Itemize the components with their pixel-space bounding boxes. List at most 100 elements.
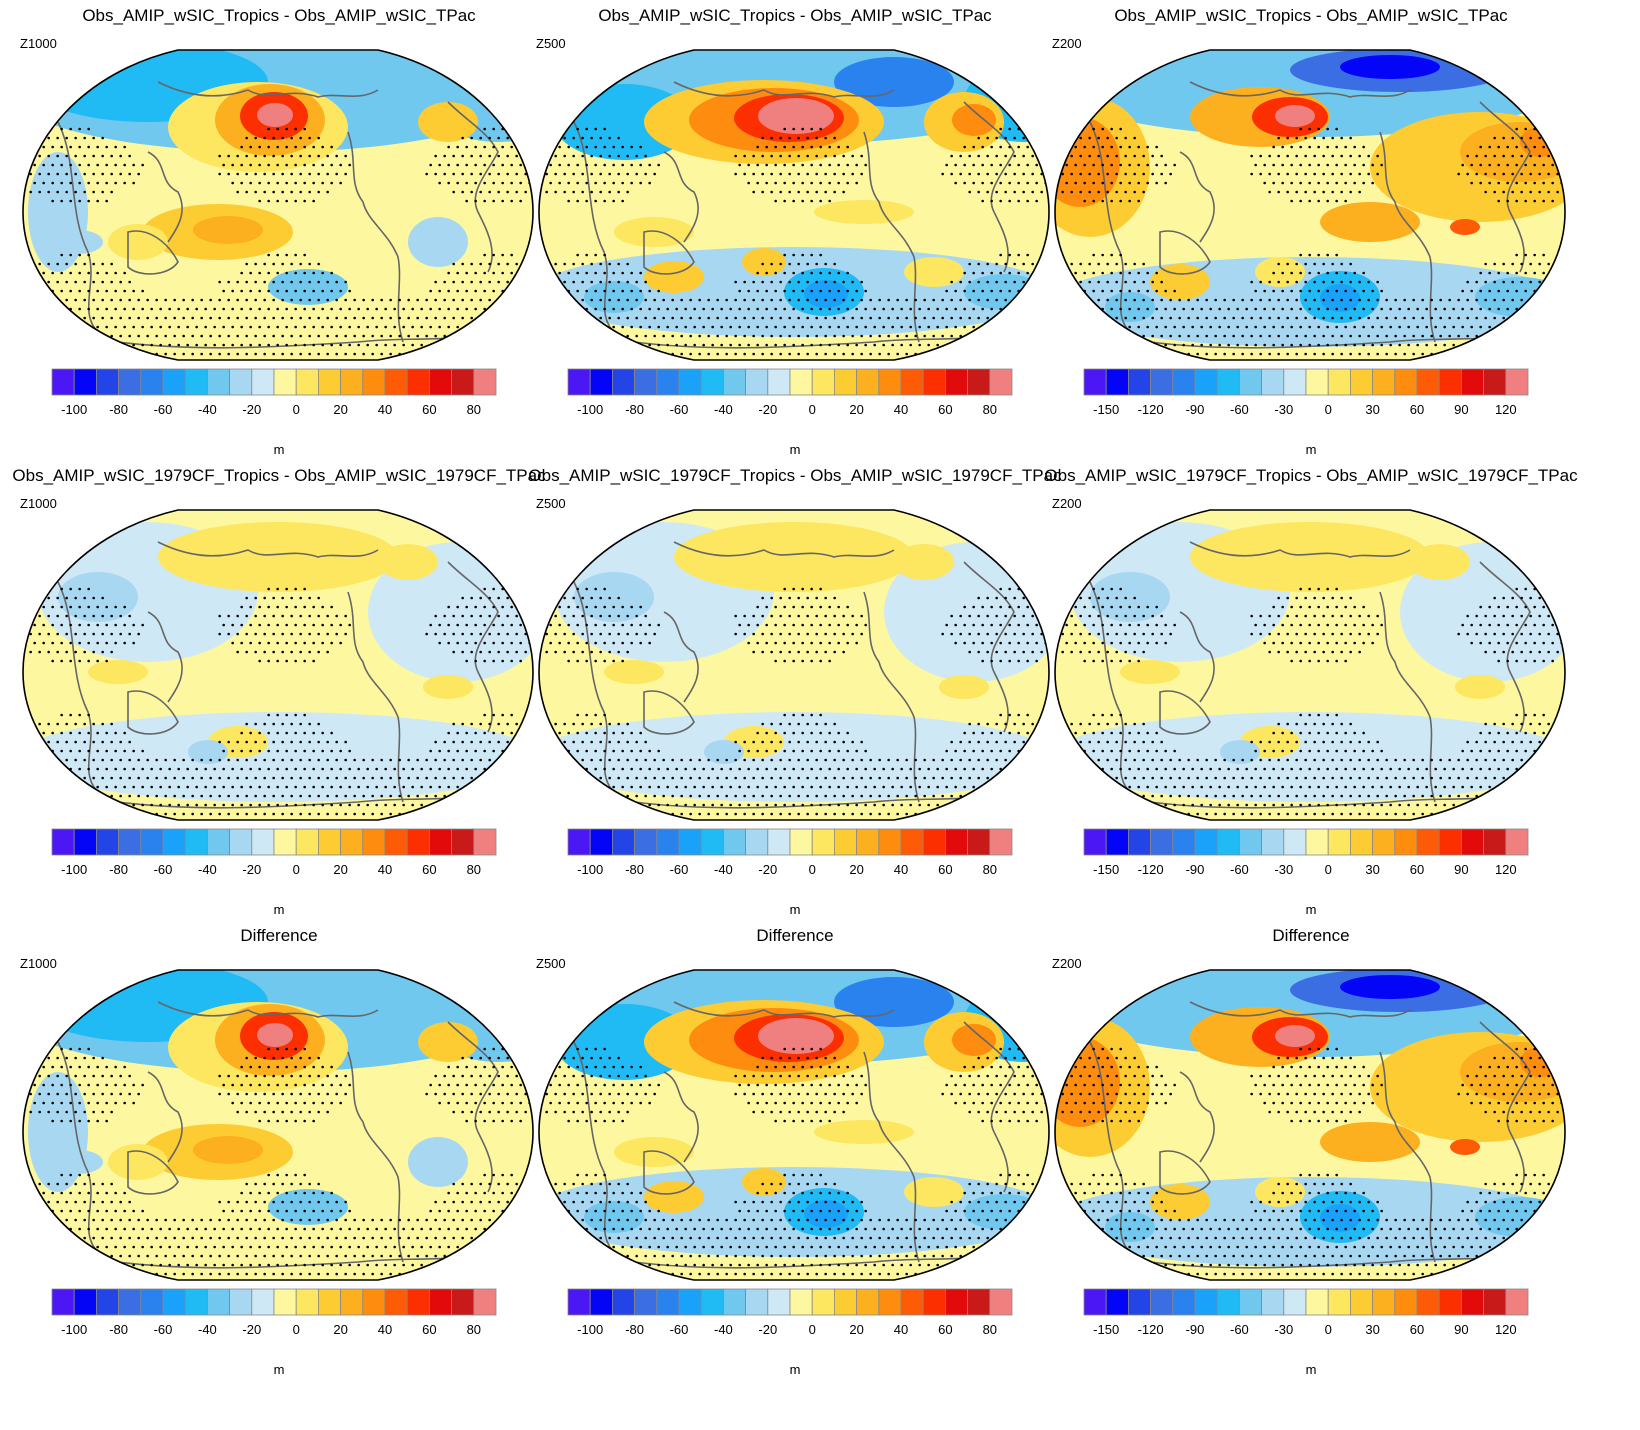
- anomaly-map: [1054, 49, 1566, 361]
- coastline: [643, 690, 695, 735]
- contour-region: [193, 216, 263, 244]
- units-label: m: [1305, 902, 1317, 917]
- coastline: [127, 230, 179, 275]
- panel-title: Difference: [1272, 926, 1350, 945]
- coastline: [1479, 561, 1531, 733]
- contour-region: [418, 1022, 478, 1062]
- colorbar-swatch: [856, 368, 880, 396]
- pressure-level-label: Z1000: [20, 956, 57, 971]
- colorbar-swatch: [1349, 368, 1373, 396]
- colorbar-tick-label: 60: [1410, 862, 1424, 877]
- panel-title: Obs_AMIP_wSIC_Tropics - Obs_AMIP_wSIC_TP…: [82, 6, 476, 25]
- pressure-level-label: Z500: [536, 36, 566, 51]
- colorbar-swatch: [656, 368, 680, 396]
- colorbar-swatch: [1150, 828, 1174, 856]
- colorbar-swatch: [878, 368, 902, 396]
- colorbar-swatch: [1283, 368, 1307, 396]
- contour-region: [804, 280, 848, 308]
- colorbar-tick-label: 40: [378, 862, 392, 877]
- colorbar-swatch: [317, 1288, 341, 1316]
- colorbar-tick-label: 80: [983, 402, 997, 417]
- colorbar-swatch: [589, 828, 613, 856]
- contour-region: [1455, 675, 1505, 699]
- colorbar-swatch: [295, 368, 319, 396]
- colorbar-swatch: [567, 368, 591, 396]
- colorbar-swatch: [273, 368, 297, 396]
- colorbar-swatch: [362, 368, 386, 396]
- map-panel: Obs_AMIP_wSIC_Tropics - Obs_AMIP_wSIC_TP…: [1038, 0, 1584, 470]
- colorbar-swatch: [384, 1288, 408, 1316]
- contour-region: [378, 544, 438, 580]
- colorbar-swatch: [922, 828, 946, 856]
- colorbar-tick-label: 60: [938, 402, 952, 417]
- colorbar-swatch: [612, 368, 636, 396]
- colorbar-tick-label: 80: [467, 1322, 481, 1337]
- colorbar-swatch: [767, 1288, 791, 1316]
- colorbar-tick-label: 20: [849, 402, 863, 417]
- antarctica-coastline: [117, 793, 489, 809]
- colorbar-swatch: [251, 828, 275, 856]
- colorbar: -150-120-90-60-300306090120150: [1083, 828, 1529, 877]
- colorbar-swatch: [362, 1288, 386, 1316]
- contour-region: [1340, 975, 1440, 999]
- colorbar-swatch: [96, 828, 120, 856]
- map-panel: Obs_AMIP_wSIC_1979CF_Tropics - Obs_AMIP_…: [522, 460, 1068, 930]
- colorbar-swatch: [96, 1288, 120, 1316]
- coastline: [447, 101, 499, 273]
- colorbar-swatch: [1394, 368, 1418, 396]
- colorbar-swatch: [989, 1288, 1013, 1316]
- southern-ocean-region: [539, 712, 1049, 802]
- antarctica-coastline: [633, 333, 1005, 349]
- colorbar-tick-label: 120: [1495, 1322, 1517, 1337]
- colorbar-swatch: [473, 828, 497, 856]
- colorbar-swatch: [1128, 368, 1152, 396]
- contour-region: [1320, 1122, 1420, 1162]
- colorbar-tick-label: -60: [1230, 862, 1249, 877]
- colorbar-tick-label: -90: [1186, 1322, 1205, 1337]
- anomaly-map: [22, 969, 534, 1281]
- colorbar-tick-label: -80: [625, 402, 644, 417]
- colorbar-swatch: [73, 828, 97, 856]
- colorbar-tick-label: -40: [714, 1322, 733, 1337]
- colorbar-swatch: [317, 828, 341, 856]
- contour-region: [574, 572, 654, 622]
- coastline: [1189, 81, 1411, 98]
- contour-region: [408, 1137, 468, 1187]
- colorbar-tick-label: 20: [849, 1322, 863, 1337]
- colorbar-swatch: [451, 368, 475, 396]
- pressure-level-label: Z1000: [20, 496, 57, 511]
- antarctica-coastline: [633, 1253, 1005, 1269]
- colorbar-tick-label: 30: [1365, 1322, 1379, 1337]
- contour-region: [1255, 1177, 1305, 1207]
- pressure-level-label: Z200: [1052, 956, 1082, 971]
- colorbar-swatch: [251, 368, 275, 396]
- coastline: [447, 561, 499, 733]
- contour-region: [108, 224, 168, 260]
- contour-region: [1410, 544, 1470, 580]
- map-panel: Obs_AMIP_wSIC_Tropics - Obs_AMIP_wSIC_TP…: [6, 0, 552, 470]
- colorbar-swatch: [229, 1288, 253, 1316]
- coastline: [1479, 101, 1531, 273]
- colorbar: -100-80-60-40-20020406080100: [51, 828, 497, 877]
- colorbar-swatch: [1216, 1288, 1240, 1316]
- contour-region: [88, 660, 148, 684]
- coastline: [157, 1001, 379, 1018]
- colorbar-tick-label: 80: [983, 862, 997, 877]
- colorbar-swatch: [1327, 368, 1351, 396]
- contour-region: [1520, 127, 1560, 157]
- map-outline: [1054, 969, 1566, 1281]
- colorbar-swatch: [1105, 368, 1129, 396]
- contour-region: [704, 740, 744, 764]
- contour-region: [1105, 292, 1155, 322]
- colorbar-tick-label: 40: [894, 862, 908, 877]
- colorbar-swatch: [206, 828, 230, 856]
- colorbar-swatch: [473, 1288, 497, 1316]
- colorbar-swatch: [989, 828, 1013, 856]
- colorbar-tick-label: 0: [1325, 1322, 1332, 1337]
- colorbar-tick-label: 120: [1495, 862, 1517, 877]
- colorbar-swatch: [1460, 368, 1484, 396]
- colorbar-swatch: [1438, 1288, 1462, 1316]
- colorbar-tick-label: -60: [154, 862, 173, 877]
- colorbar-swatch: [900, 368, 924, 396]
- contour-region: [268, 1189, 348, 1225]
